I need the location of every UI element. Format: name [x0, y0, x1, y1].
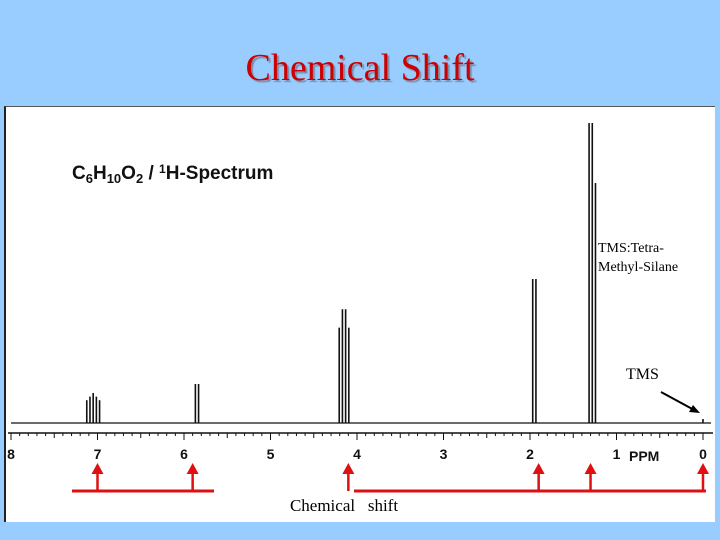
tick-label-7: 7: [94, 446, 102, 462]
shift-arrowhead-5.9: [186, 463, 199, 474]
shift-arrowhead-0: [697, 463, 709, 474]
spectrum-panel: 8 7 6 5 4 3 2 1 0 PPM C6H10O2 / 1H-Spectrum TMS:Tet…: [4, 106, 715, 523]
axis-unit-label: PPM: [629, 448, 659, 464]
peak-7.05: [85, 393, 101, 423]
tms-arrowhead: [689, 405, 700, 413]
tms-label: TMS: [626, 366, 659, 383]
shift-arrowhead-7: [91, 463, 104, 474]
slide-title: Chemical Shift: [245, 47, 475, 89]
tick-label-0: 0: [699, 446, 707, 462]
tms-arrow-line: [660, 391, 697, 412]
tick-label-2: 2: [526, 446, 534, 462]
tick-label-8: 8: [7, 446, 15, 462]
chemical-shift-label: Chemical shift: [290, 496, 398, 515]
peak-4.15: [338, 309, 350, 423]
chart-title: C6H10O2 / 1H-Spectrum: [72, 162, 273, 186]
shift-arrowhead-1.9: [532, 463, 545, 474]
bottom-strip: [0, 522, 720, 540]
tms-note: TMS:Tetra-Methyl-Silane: [598, 241, 678, 275]
tick-label-3: 3: [440, 446, 448, 462]
peak-1.95: [531, 279, 537, 423]
nmr-spectrum-chart: 8 7 6 5 4 3 2 1 0 PPM C6H10O2 / 1H-Spectrum TMS:Tet…: [7, 123, 713, 515]
tick-label-5: 5: [267, 446, 275, 462]
peak-1.28: [588, 123, 597, 423]
tick-label-1: 1: [613, 446, 621, 462]
shift-arrowhead-4.1: [342, 463, 355, 474]
tick-label-4: 4: [353, 446, 361, 462]
peak-5.85: [194, 384, 200, 423]
shift-arrowhead-1.3: [584, 463, 597, 474]
tick-label-6: 6: [180, 446, 188, 462]
